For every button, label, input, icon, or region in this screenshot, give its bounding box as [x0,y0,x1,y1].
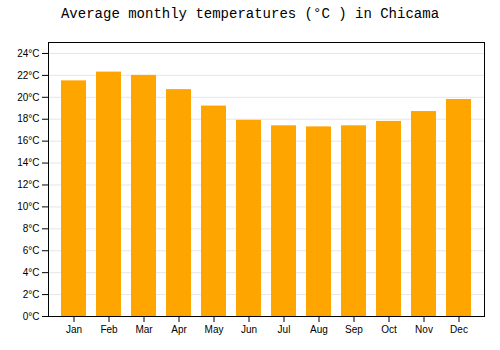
svg-text:Jun: Jun [241,324,257,335]
svg-text:Nov: Nov [415,324,433,335]
svg-text:20°C: 20°C [17,92,39,103]
svg-text:22°C: 22°C [17,70,39,81]
svg-text:16°C: 16°C [17,135,39,146]
svg-text:4°C: 4°C [23,267,40,278]
svg-text:18°C: 18°C [17,113,39,124]
svg-text:Jan: Jan [66,324,82,335]
svg-text:24°C: 24°C [17,48,39,59]
svg-text:12°C: 12°C [17,179,39,190]
svg-text:Oct: Oct [381,324,397,335]
svg-text:Jul: Jul [278,324,291,335]
svg-text:Dec: Dec [450,324,468,335]
svg-text:0°C: 0°C [23,311,40,322]
svg-text:May: May [205,324,224,335]
svg-text:Apr: Apr [171,324,187,335]
svg-text:Sep: Sep [345,324,363,335]
svg-text:14°C: 14°C [17,157,39,168]
svg-text:Mar: Mar [135,324,153,335]
svg-text:6°C: 6°C [23,245,40,256]
html-text:Average monthly temperatures (: Average monthly temperatures (°C ) in Ch… [61,6,439,22]
svg-text:10°C: 10°C [17,201,39,212]
svg-text:Feb: Feb [100,324,118,335]
svg-text:Aug: Aug [310,324,328,335]
svg-text:8°C: 8°C [23,223,40,234]
svg-text:2°C: 2°C [23,289,40,300]
